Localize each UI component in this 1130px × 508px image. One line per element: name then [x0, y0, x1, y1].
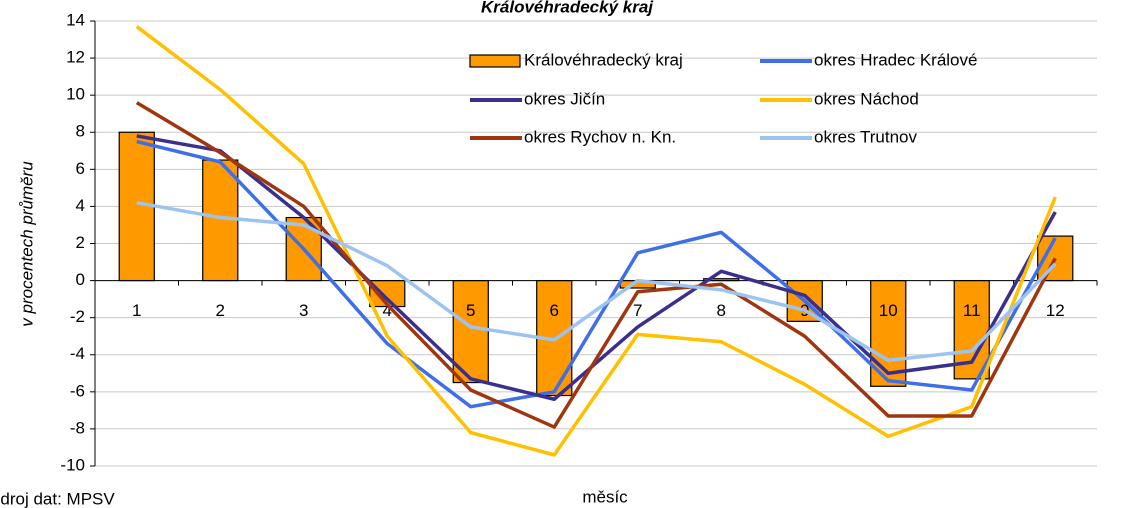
x-tick-label: 5	[466, 301, 475, 320]
x-tick-label: 7	[633, 301, 642, 320]
line-series	[136, 134, 1057, 401]
y-tick-label: 6	[76, 159, 85, 178]
x-tick-label: 6	[550, 301, 559, 320]
y-tick-label: 2	[76, 233, 85, 252]
legend-swatch	[469, 54, 521, 68]
y-tick-label: 10	[66, 85, 85, 104]
y-tick-label: 8	[76, 122, 85, 141]
source-note: Zdroj dat: MPSV	[0, 489, 115, 508]
legend-label: okres Náchod	[814, 89, 919, 108]
y-tick-label: -4	[70, 344, 85, 363]
x-tick-label: 8	[717, 301, 726, 320]
y-tick-label: -10	[60, 455, 85, 474]
y-tick-label: -8	[70, 418, 85, 437]
x-tick-label: 4	[383, 301, 392, 320]
line-series	[136, 139, 1057, 409]
legend-label: Královéhradecký kraj	[524, 50, 683, 69]
x-tick-label: 11	[963, 301, 981, 320]
y-tick-label: -2	[70, 307, 85, 326]
y-tick-label: 4	[76, 196, 85, 215]
legend-label: okres Hradec Králové	[814, 50, 977, 69]
legend-label: okres Rychov n. Kn.	[524, 127, 676, 146]
legend-label: okres Trutnov	[814, 127, 917, 146]
line-series	[136, 200, 1057, 363]
chart-title: Královéhradecký kraj	[481, 0, 654, 16]
x-tick-label: 12	[1046, 301, 1065, 320]
line-series	[135, 101, 1057, 429]
y-axis-label: v procentech průměru	[17, 161, 36, 327]
y-tick-label: 0	[76, 270, 85, 289]
legend-label: okres Jičín	[524, 89, 605, 108]
line-series	[135, 25, 1057, 457]
y-tick-label: -6	[70, 381, 85, 400]
x-tick-label: 10	[879, 301, 898, 320]
x-tick-label: 2	[216, 301, 225, 320]
y-tick-label: 12	[66, 48, 85, 67]
x-tick-label: 1	[132, 301, 141, 320]
y-tick-label: 14	[66, 10, 85, 29]
x-axis-label: měsíc	[582, 487, 628, 506]
x-tick-label: 3	[299, 301, 308, 320]
